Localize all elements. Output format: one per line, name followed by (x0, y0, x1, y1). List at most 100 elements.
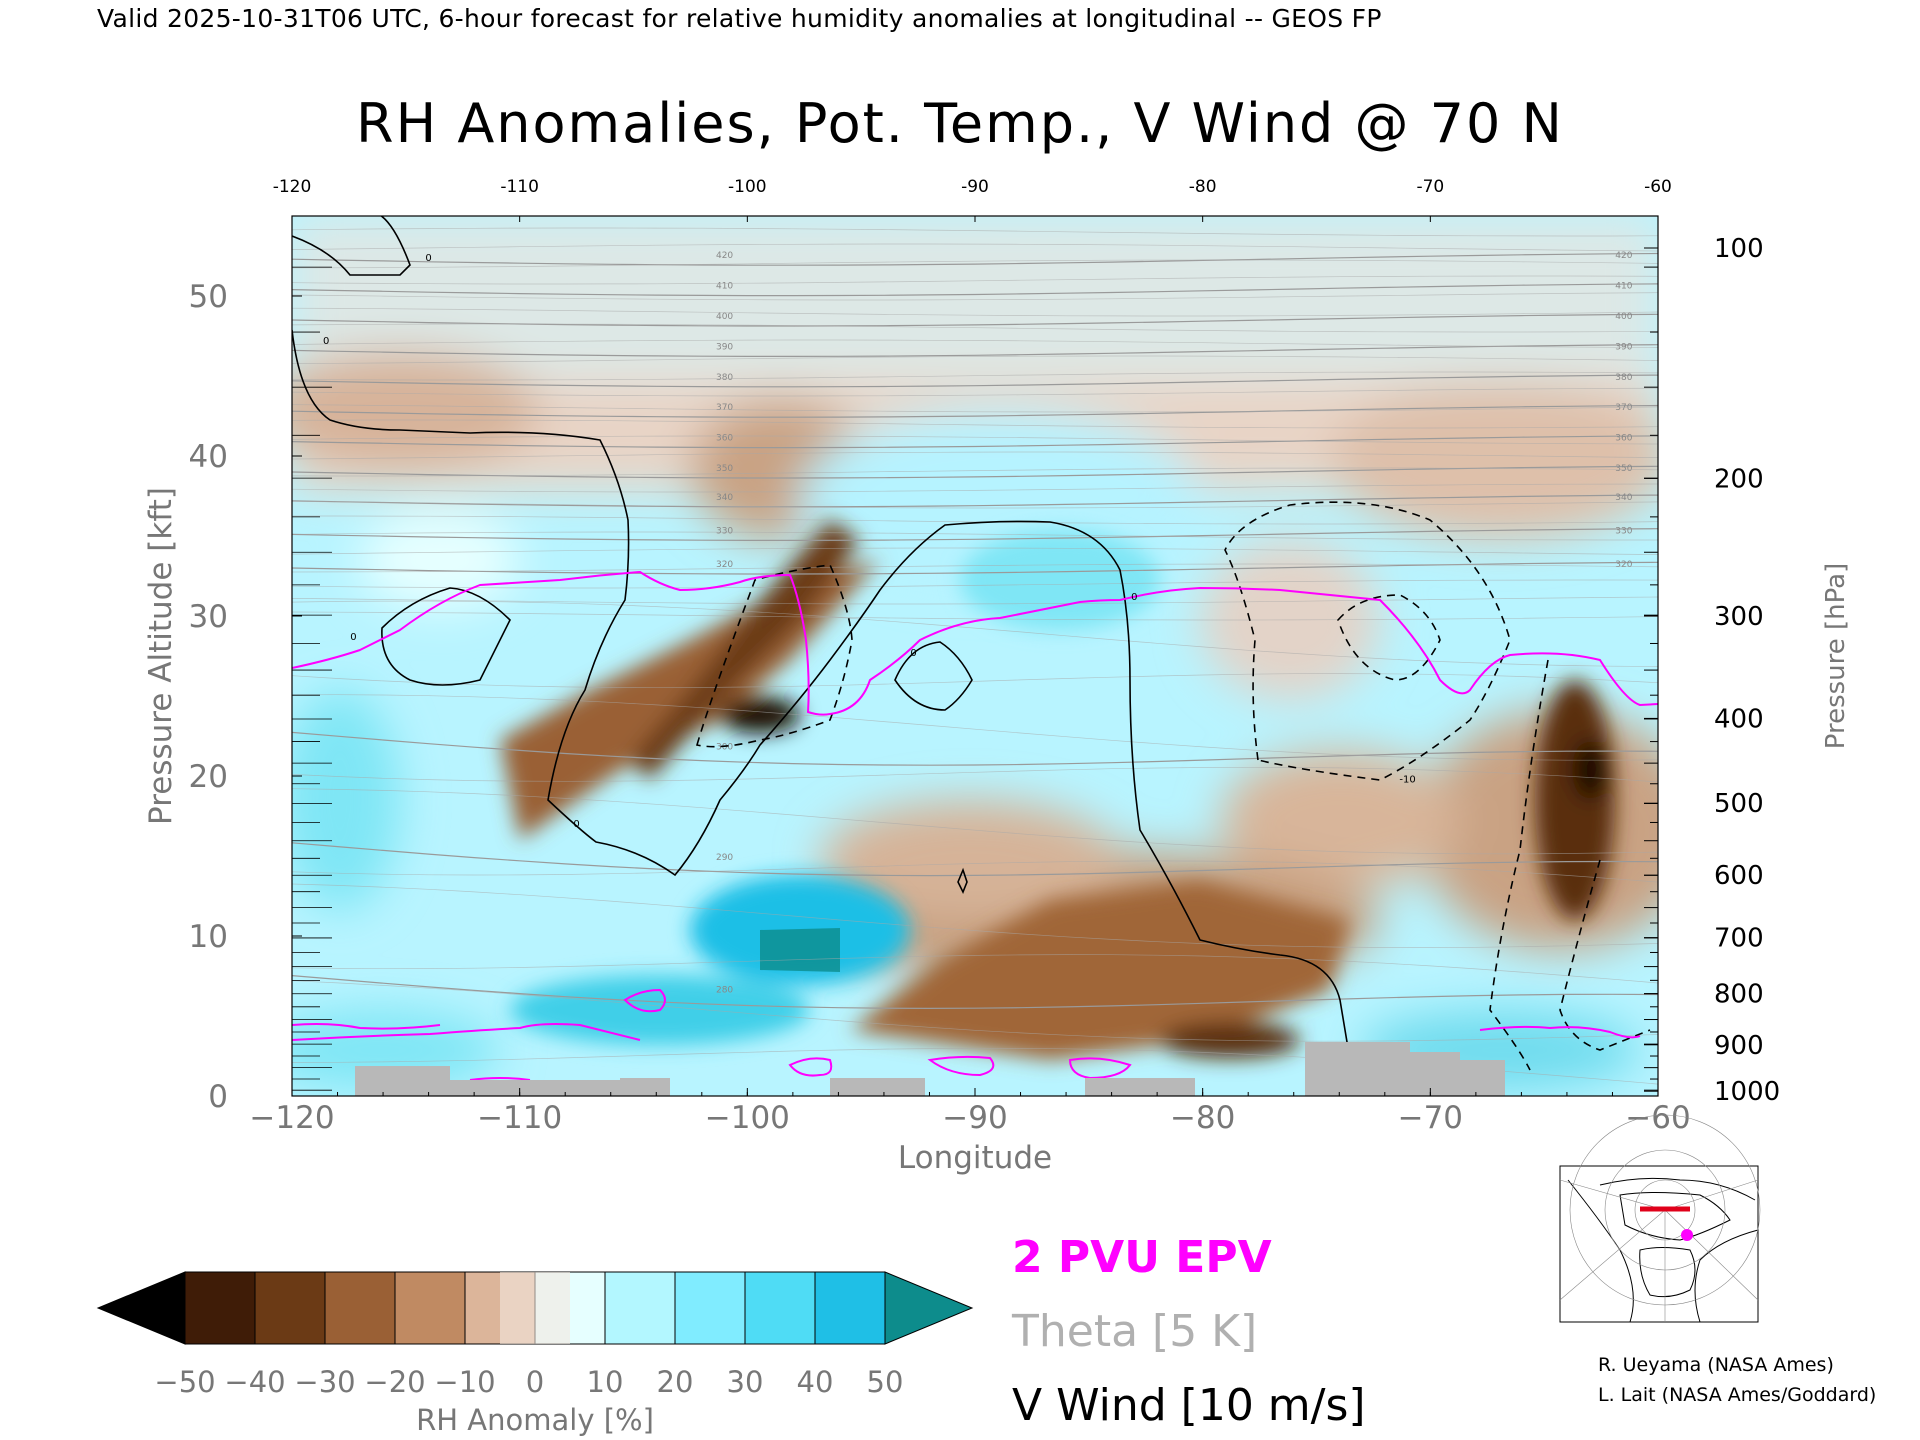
theta-contour-minor (292, 419, 1658, 429)
theta-contour-minor (292, 227, 1658, 237)
epv-low-mid (469, 1077, 531, 1081)
theta-contour-line (292, 374, 1658, 388)
y-tick-label-right: 900 (1714, 1031, 1764, 1061)
colorbar: −50 −40 −30 −20 −10 0 10 20 30 40 50 (96, 1271, 974, 1399)
x-tick-label-bottom: −120 (249, 1100, 334, 1136)
x-axis-label: Longitude (898, 1140, 1052, 1176)
wind-zero-contour-small-west (381, 587, 511, 686)
y-tick-label-left: 30 (189, 599, 228, 635)
locator-map (1559, 1114, 1761, 1323)
wind-neg10-contour-east-small (1337, 594, 1441, 681)
theta-contour-minor (292, 467, 1658, 477)
y-tick-label-right: 400 (1714, 704, 1764, 734)
theta-contour-label: 330 (716, 526, 733, 536)
x-tick-label-bottom: −90 (942, 1100, 1007, 1136)
colorbar-tick-label: −10 (434, 1365, 495, 1399)
theta-contour-minor (292, 307, 1658, 317)
colorbar-tick-label: −40 (224, 1365, 285, 1399)
x-tick-label-top: -60 (1644, 177, 1672, 197)
x-tick-label-top: -120 (273, 177, 312, 197)
theta-contour-label: 380 (1615, 373, 1632, 383)
colorbar-tick-label: −50 (154, 1365, 215, 1399)
theta-contour-label: 420 (1615, 251, 1632, 261)
colorbar-bin (324, 1271, 396, 1345)
theta-contour-label: 290 (716, 853, 733, 863)
wind-contour-label: 0 (1131, 592, 1137, 603)
theta-contour-line (292, 404, 1658, 418)
colorbar-tick-label: 30 (727, 1365, 764, 1399)
epv-2pvu-low-west (292, 1023, 641, 1041)
colorbar-max-arrow (884, 1271, 974, 1345)
v-wind-contours (292, 216, 1651, 1071)
x-tick-label-bottom: −100 (705, 1100, 790, 1136)
x-tick-label-bottom: −110 (477, 1100, 562, 1136)
y-tick-label-right: 1000 (1714, 1077, 1780, 1107)
theta-contour-label: 390 (716, 342, 733, 352)
colorbar-tick-label: −30 (294, 1365, 355, 1399)
x-tick-label-bottom: −70 (1398, 1100, 1463, 1136)
theta-contour-minor (292, 611, 1658, 621)
epv-2pvu-low-blob2 (788, 1057, 833, 1077)
epv-2pvu-line (292, 570, 1658, 716)
wind-contour-label: 0 (910, 648, 916, 659)
contour-labels: 0 0 0 0 0 -10 0 (323, 253, 1416, 830)
theta-contour-minor (292, 766, 1658, 783)
colorbar-center-blend (500, 1272, 570, 1344)
wind-neg10-contour-southeast (1489, 659, 1651, 1071)
colorbar-tick-label: 40 (797, 1365, 834, 1399)
theta-contour-minor (292, 259, 1658, 269)
theta-contour-label: 300 (716, 742, 733, 752)
theta-contour-minor (292, 404, 1658, 413)
colorbar-tick-label: 10 (587, 1365, 624, 1399)
colorbar-tick-label: 50 (867, 1365, 904, 1399)
colorbar-bin (674, 1271, 746, 1345)
theta-contour-line (292, 731, 1658, 766)
theta-contour-line (292, 494, 1658, 508)
theta-contour-line (292, 975, 1658, 1010)
theta-contour-label: 410 (716, 282, 733, 292)
y-tick-label-left: 20 (189, 759, 228, 795)
theta-contour-minor (292, 531, 1658, 541)
theta-contour-label: 320 (1615, 560, 1632, 570)
theta-contour-line (292, 842, 1658, 877)
terrain-mask (355, 1042, 1505, 1096)
wind-zero-contour-small-mid (894, 641, 973, 711)
theta-contour-minor (292, 563, 1658, 573)
theta-contour-minor (292, 355, 1658, 364)
theta-contour-minor (292, 323, 1658, 333)
theta-contour-line (292, 528, 1658, 541)
theta-contour-minor (292, 483, 1658, 493)
theta-contour-minor (292, 275, 1658, 285)
wind-zero-contour-tiny (957, 867, 968, 894)
credit-1: R. Ueyama (NASA Ames) (1598, 1354, 1834, 1376)
theta-contour-label: 340 (1615, 493, 1632, 503)
theta-contour-minor (292, 435, 1658, 445)
theta-contour-minor (292, 788, 1658, 855)
legend-theta: Theta [5 K] (1011, 1306, 1257, 1357)
x-tick-label-bottom: −60 (1625, 1100, 1690, 1136)
y-axis-label-left: Pressure Altitude [kft] (143, 487, 179, 825)
colorbar-tick-label: −20 (364, 1365, 425, 1399)
x-tick-label-top: -70 (1416, 177, 1444, 197)
theta-contour-minor (292, 451, 1658, 460)
y-tick-label-right: 500 (1714, 789, 1764, 819)
theta-contour-minor (292, 694, 1658, 761)
theta-contour-label: 350 (1615, 464, 1632, 474)
theta-contour-line (292, 283, 1658, 297)
theta-contour-label: 400 (1615, 312, 1632, 322)
header-text: Valid 2025-10-31T06 UTC, 6-hour forecast… (97, 4, 1382, 33)
epv-2pvu-low-east (1479, 1025, 1641, 1039)
y-tick-label-right: 700 (1714, 924, 1764, 954)
epv-2pvu-low-blob3 (927, 1055, 995, 1077)
colorbar-tick-label: 20 (657, 1365, 694, 1399)
theta-contour-minor (292, 547, 1658, 555)
epv-2pvu-low-blob4 (1068, 1057, 1132, 1080)
wind-neg10-contour-mid (695, 564, 853, 748)
legend-v-wind: V Wind [10 m/s] (1012, 1380, 1366, 1431)
colorbar-min-arrow (96, 1271, 186, 1345)
theta-contour-line (292, 465, 1658, 479)
y-tick-label-right: 200 (1714, 464, 1764, 494)
wind-neg10-contour-east (1224, 501, 1511, 781)
theta-contour-minor (292, 501, 1658, 509)
